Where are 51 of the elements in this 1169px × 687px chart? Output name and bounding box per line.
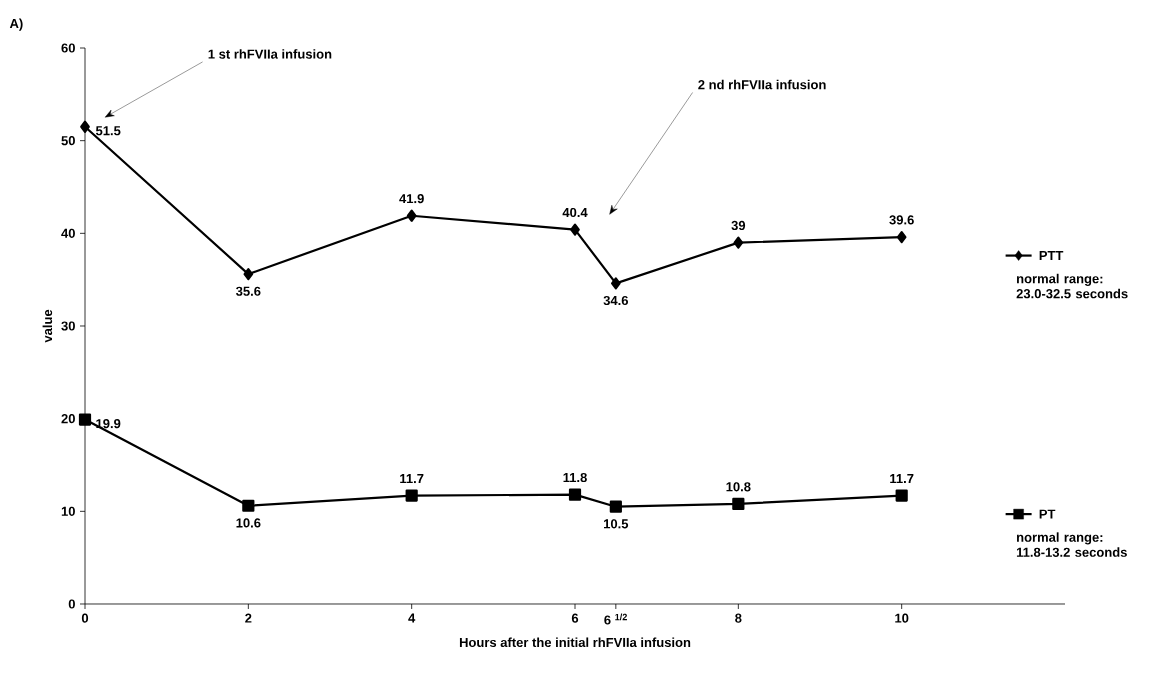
- y-tick-label: 60: [61, 43, 75, 53]
- point: [896, 230, 907, 244]
- point: [78, 413, 92, 426]
- point: [733, 236, 744, 249]
- y-tick-label: 0: [68, 599, 75, 609]
- legend-label: PT: [1039, 509, 1056, 519]
- y-axis-title: value: [42, 309, 53, 343]
- data-label: 39.6: [889, 215, 914, 225]
- x-tick-label: 0: [81, 613, 89, 623]
- point: [570, 223, 580, 236]
- x-tick-label: 4: [408, 613, 416, 623]
- y-tick-label: 50: [61, 136, 75, 146]
- x-tick-label: 10: [895, 613, 909, 623]
- y-tick-label: 20: [61, 414, 75, 424]
- point: [568, 488, 582, 501]
- chart-title: A): [9, 18, 23, 31]
- data-label: 10.6: [236, 518, 261, 528]
- x-tick-label: 2: [245, 613, 252, 623]
- data-label: 11.8: [563, 472, 587, 483]
- data-label: 51.5: [95, 126, 121, 136]
- data-label: 11.7: [400, 474, 424, 484]
- point: [609, 500, 622, 513]
- y-tick-label: 40: [61, 228, 75, 238]
- point: [406, 209, 417, 222]
- point: [242, 499, 255, 512]
- annotation: 2 nd rhFVIIa infusion: [698, 79, 826, 90]
- point: [895, 489, 908, 502]
- data-label: 40.4: [562, 207, 588, 218]
- point: [243, 268, 254, 281]
- data-label: 34.6: [603, 295, 629, 306]
- annotation: normal range: 23.0-32.5 seconds: [1016, 273, 1128, 299]
- annotation: 1 st rhFVIIa infusion: [208, 49, 332, 59]
- data-label: 39: [731, 220, 746, 231]
- data-label: 19.9: [96, 418, 121, 429]
- point: [405, 489, 418, 502]
- data-label: 10.8: [726, 482, 751, 492]
- point: [610, 277, 621, 290]
- point: [80, 120, 90, 133]
- data-label: 41.9: [399, 193, 424, 204]
- x-tick-label: 6: [571, 613, 579, 623]
- y-tick-label: 10: [61, 506, 75, 516]
- x-tick-label: 6 $^{1/2}$: [604, 613, 627, 625]
- x-tick-label: 8: [735, 613, 742, 623]
- y-tick-label: 30: [61, 321, 75, 331]
- data-label: 35.6: [235, 286, 261, 296]
- legend-label: PTT: [1039, 251, 1064, 261]
- data-label: 10.5: [604, 519, 629, 529]
- x-axis-title: Hours after the initial rhFVIIa infusion: [459, 637, 691, 647]
- data-label: 11.7: [890, 474, 914, 484]
- point: [732, 497, 745, 511]
- annotation: normal range: 11.8-13.2 seconds: [1016, 532, 1127, 557]
